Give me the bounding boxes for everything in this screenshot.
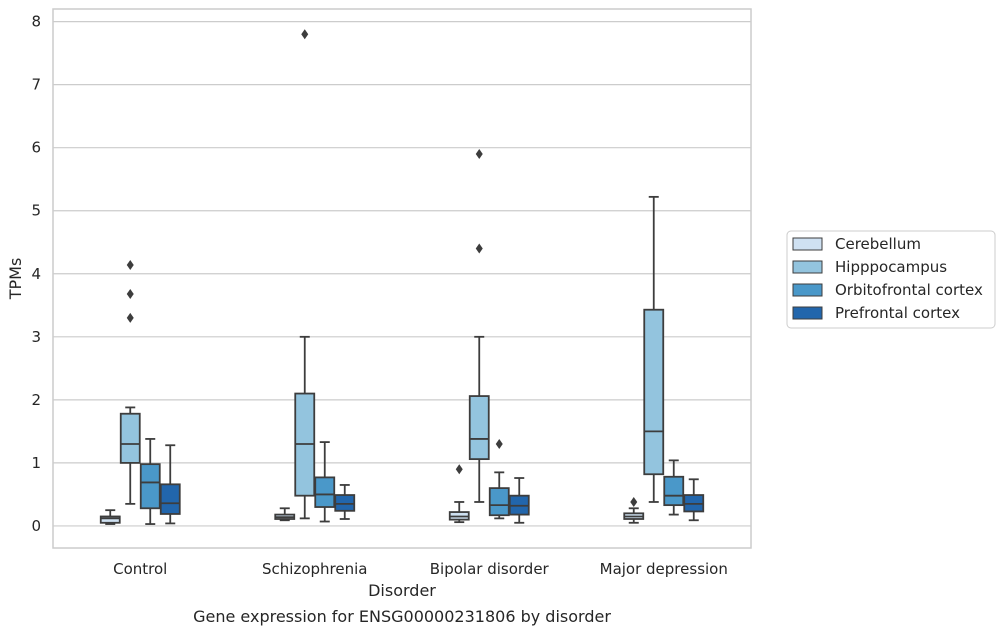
outlier-point [126,288,134,299]
outlier-point [126,259,134,270]
outlier-point [455,464,463,475]
series-group [139,438,685,525]
y-tick-label: 2 [31,391,41,409]
box-iqr [119,412,141,464]
series-group [99,464,645,525]
y-tick-label: 4 [31,265,41,283]
chart-caption: Gene expression for ENSG00000231806 by d… [193,607,611,626]
box-item [99,509,121,525]
box-item [274,507,296,522]
box-iqr [643,308,665,476]
box-item [683,478,705,522]
box-item [508,477,530,524]
y-tick-label: 7 [31,76,41,94]
outlier-point [630,496,638,507]
box-item [119,259,141,505]
outlier-point [475,243,483,254]
outlier-point [495,438,503,449]
series-group [159,444,705,525]
box-iqr [488,487,510,517]
y-tick-label: 0 [31,517,41,535]
y-tick-label: 8 [31,13,41,31]
box-item [663,459,685,516]
legend-label: Cerebellum [835,235,921,253]
x-tick-label: Schizophrenia [262,560,367,578]
legend-frame [786,230,996,329]
box-iqr [468,395,490,461]
box-iqr [314,476,336,508]
box-iqr [99,515,121,524]
legend-swatch [792,260,823,274]
box-item [468,148,490,503]
box-item [334,484,356,520]
legend-swatch [792,237,823,251]
y-tick-labels: 0 1 2 3 4 5 6 7 8 [31,13,41,535]
box-item [623,496,645,524]
y-tick-label: 5 [31,202,41,220]
box-iqr [663,475,685,507]
grid-lines [53,21,751,527]
box-iqr [139,463,161,510]
y-axis-label: TPMs [6,258,25,301]
box-item [294,29,316,520]
x-axis-label: Disorder [368,581,436,600]
plot-frame [52,8,752,549]
legend-swatch [792,306,823,320]
box-item [139,438,161,525]
y-tick-label: 6 [31,139,41,157]
x-tick-label: Control [113,560,167,578]
box-item [643,195,665,503]
legend-label: Prefrontal cortex [835,304,960,322]
series-group [119,29,665,520]
box-item [314,441,336,523]
box-item [448,464,470,524]
legend-label: Hipppocampus [835,258,947,276]
legend: Cerebellum Hipppocampus Orbitofrontal cort… [786,230,996,329]
legend-label: Orbitofrontal cortex [835,281,983,299]
box-item [488,438,510,520]
y-tick-label: 1 [31,454,41,472]
outlier-point [301,29,309,40]
y-tick-label: 3 [31,328,41,346]
box-iqr [159,483,181,515]
outlier-point [126,312,134,323]
outlier-point [475,148,483,159]
box-iqr [334,494,356,512]
x-tick-label: Bipolar disorder [430,560,550,578]
legend-swatch [792,283,823,297]
x-tick-label: Major depression [600,560,728,578]
x-tick-labels: Control Schizophrenia Bipolar disorder Majo… [113,560,728,578]
box-series [99,29,705,525]
box-item [159,444,181,525]
